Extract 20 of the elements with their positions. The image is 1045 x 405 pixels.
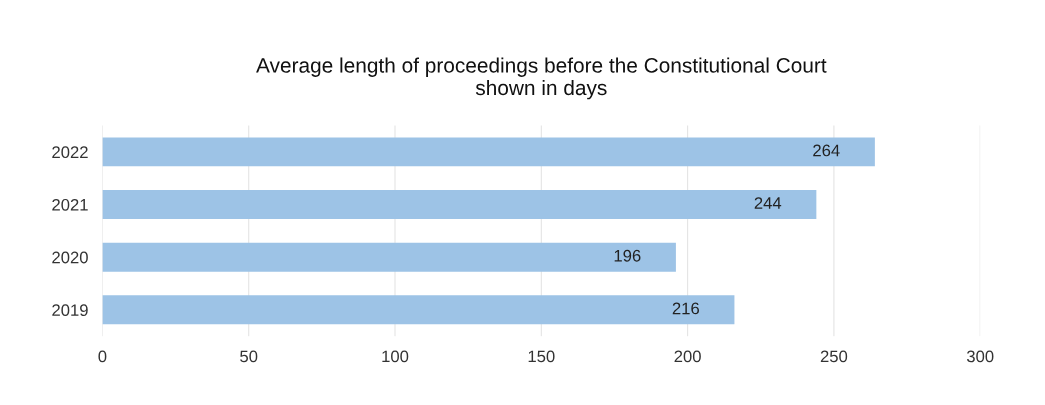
y-tick-label: 2020: [52, 251, 88, 264]
bar: [102, 137, 875, 167]
chart-title: Average length of proceedings before the Constitutional Court shown in days: [256, 57, 827, 100]
y-tick-label: 2019: [52, 304, 88, 317]
data-label: 216: [672, 302, 699, 315]
x-tick-label: 200: [674, 350, 701, 363]
data-label: 196: [614, 249, 641, 262]
bar: [102, 295, 735, 325]
bar: [102, 242, 676, 272]
x-tick-label: 50: [240, 350, 258, 363]
data-label: 244: [754, 197, 782, 209]
x-tick-label: 150: [528, 350, 555, 363]
x-tick-label: 0: [98, 350, 107, 363]
data-label: 264: [813, 144, 840, 157]
y-tick-label: 2022: [52, 146, 88, 159]
y-tick-label: 2021: [52, 198, 88, 211]
x-tick-label: 250: [820, 350, 848, 363]
x-tick-label: 100: [382, 350, 409, 363]
x-tick-label: 300: [966, 350, 994, 363]
bar: [102, 190, 817, 219]
